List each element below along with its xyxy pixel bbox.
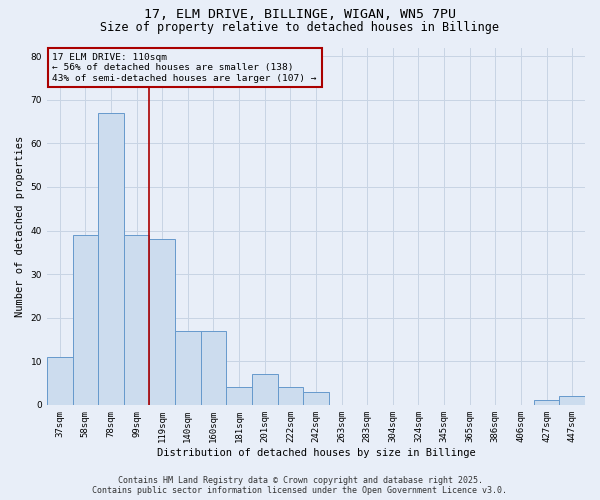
Bar bbox=[559, 396, 585, 405]
Bar bbox=[175, 331, 200, 405]
Bar bbox=[534, 400, 559, 405]
Text: Size of property relative to detached houses in Billinge: Size of property relative to detached ho… bbox=[101, 21, 499, 34]
Text: 17, ELM DRIVE, BILLINGE, WIGAN, WN5 7PU: 17, ELM DRIVE, BILLINGE, WIGAN, WN5 7PU bbox=[144, 8, 456, 20]
Bar bbox=[124, 235, 149, 405]
Y-axis label: Number of detached properties: Number of detached properties bbox=[15, 136, 25, 317]
Bar bbox=[73, 235, 98, 405]
Bar bbox=[200, 331, 226, 405]
X-axis label: Distribution of detached houses by size in Billinge: Distribution of detached houses by size … bbox=[157, 448, 475, 458]
Bar bbox=[303, 392, 329, 405]
Bar bbox=[47, 357, 73, 405]
Bar bbox=[226, 388, 252, 405]
Bar bbox=[252, 374, 278, 405]
Bar bbox=[149, 239, 175, 405]
Bar bbox=[98, 113, 124, 405]
Text: 17 ELM DRIVE: 110sqm
← 56% of detached houses are smaller (138)
43% of semi-deta: 17 ELM DRIVE: 110sqm ← 56% of detached h… bbox=[52, 53, 317, 82]
Text: Contains HM Land Registry data © Crown copyright and database right 2025.
Contai: Contains HM Land Registry data © Crown c… bbox=[92, 476, 508, 495]
Bar bbox=[278, 388, 303, 405]
